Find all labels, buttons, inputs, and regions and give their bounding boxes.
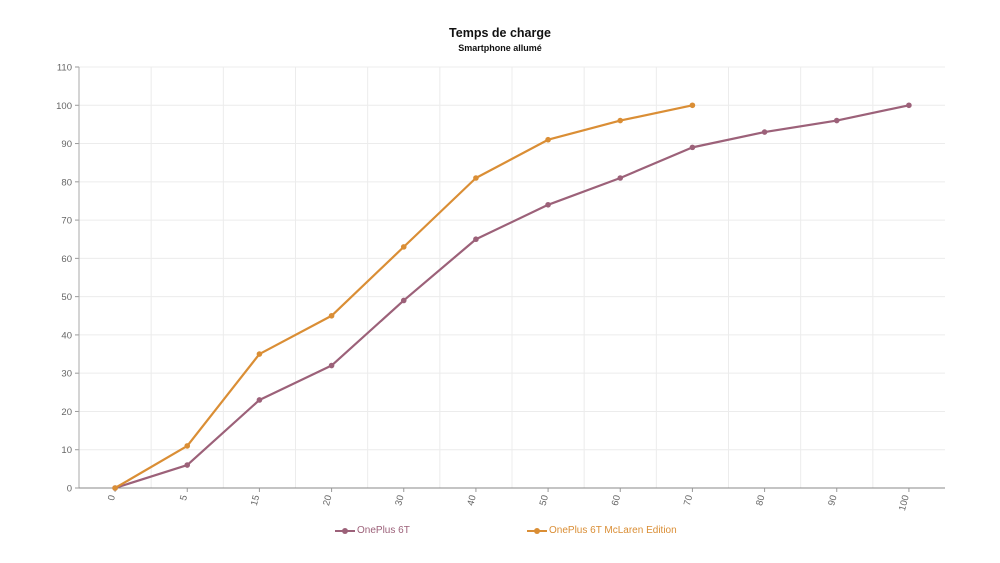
y-tick-label: 10 (61, 445, 72, 456)
legend-swatch-icon (335, 527, 355, 534)
data-point (184, 462, 191, 468)
data-point (328, 362, 335, 369)
grid (79, 66, 945, 488)
data-point (545, 136, 551, 143)
x-tick-label: 5 (178, 494, 190, 502)
x-tick-label: 80 (754, 494, 767, 507)
data-point (689, 102, 696, 109)
y-tick-label: 60 (61, 254, 72, 265)
y-tick-label: 0 (67, 484, 72, 495)
data-point (833, 117, 840, 124)
data-point (617, 175, 624, 181)
x-tick-label: 60 (610, 494, 623, 507)
x-tick-label: 20 (321, 494, 334, 507)
legend-label: OnePlus 6T McLaren Edition (549, 525, 677, 536)
data-point (256, 397, 263, 403)
legend-item-oneplus-6t-mclaren[interactable]: OnePlus 6T McLaren Edition (527, 525, 677, 536)
y-tick-label: 20 (61, 407, 72, 418)
y-tick-label: 90 (61, 139, 72, 150)
series-0 (112, 102, 912, 491)
x-tick-label: 70 (682, 494, 695, 507)
legend: OnePlus 6T OnePlus 6T McLaren Edition (0, 525, 1000, 539)
data-point (473, 236, 479, 243)
series-1 (112, 102, 696, 491)
data-point (328, 312, 335, 319)
x-tick-label: 50 (538, 494, 551, 507)
y-tick-label: 70 (61, 216, 72, 227)
axes: 0 10 20 30 40 50 60 70 80 90 100 110 0 5 15 20 30 40 50 60 7… (56, 63, 945, 512)
data-point (761, 129, 768, 135)
data-point (400, 297, 407, 304)
series-line (114, 104, 910, 490)
data-point (906, 102, 912, 109)
y-tick-label: 80 (61, 177, 72, 188)
chart-title: Temps de charge (449, 26, 551, 40)
data-point (617, 117, 624, 124)
data-point (545, 201, 551, 208)
y-tick-label: 30 (61, 369, 72, 380)
y-tick-label: 40 (61, 330, 72, 341)
x-tick-label: 15 (249, 494, 262, 507)
series (112, 102, 912, 491)
x-tick-label: 0 (106, 494, 118, 502)
x-tick-label: 90 (826, 494, 839, 507)
legend-item-oneplus-6t[interactable]: OnePlus 6T (335, 525, 410, 536)
chart-subtitle: Smartphone allumé (458, 43, 542, 53)
x-tick-label: 40 (465, 494, 478, 507)
y-tick-label: 100 (56, 101, 72, 112)
data-point (689, 144, 696, 151)
data-point (112, 485, 118, 491)
data-point (473, 175, 479, 181)
legend-label: OnePlus 6T (357, 525, 410, 536)
x-tick-label: 100 (897, 494, 912, 512)
y-tick-label: 50 (61, 292, 72, 303)
data-point (184, 443, 191, 449)
data-point (256, 351, 263, 357)
x-tick-label: 30 (393, 494, 406, 507)
y-tick-label: 110 (57, 63, 72, 74)
legend-swatch-icon (527, 527, 547, 534)
data-point (400, 244, 407, 250)
